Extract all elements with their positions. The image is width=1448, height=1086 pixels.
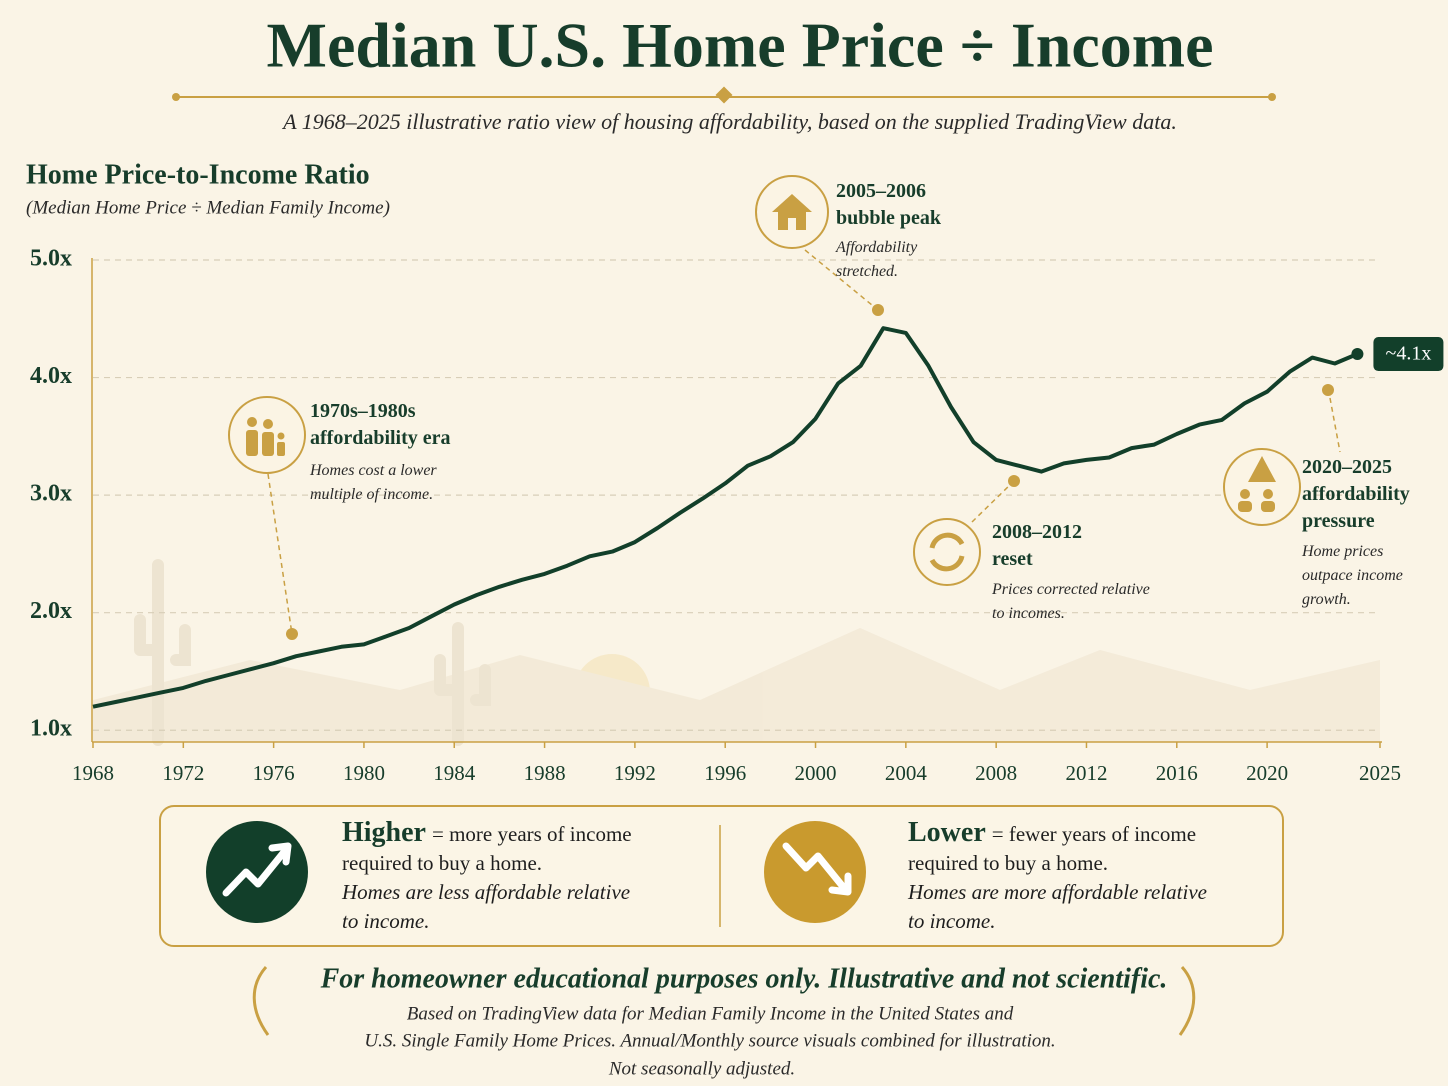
y-tick-label: 3.0x <box>30 481 72 507</box>
y-tick-label: 4.0x <box>30 363 72 389</box>
y-tick-label: 2.0x <box>30 598 72 624</box>
icon-reset <box>913 518 981 586</box>
key-definition: = more years of income required to buy a… <box>342 822 632 875</box>
end-label: ~4.1x <box>1386 343 1432 365</box>
x-tick-label: 1976 <box>253 761 295 785</box>
mountains <box>93 628 1380 742</box>
annotation-icons <box>228 175 1301 586</box>
x-tick-label: 2012 <box>1065 761 1107 785</box>
leader-line <box>1329 397 1341 453</box>
key-definition: = fewer years of income required to buy … <box>908 822 1197 875</box>
chart-title: Median U.S. Home Price ÷ Income <box>267 10 1214 81</box>
x-tick-label: 1968 <box>72 761 114 785</box>
annotation-title: 1970s–1980s affordability era <box>310 400 451 449</box>
y-tick-label: 5.0x <box>30 246 72 272</box>
source-line: Based on TradingView data for Median Fam… <box>407 1003 1014 1024</box>
x-tick-label: 2004 <box>885 761 928 785</box>
y-axis-title: Home Price-to-Income Ratio <box>26 159 370 190</box>
source-line: U.S. Single Family Home Prices. Annual/M… <box>364 1030 1055 1051</box>
annotation-dots <box>286 304 1334 640</box>
laurels <box>252 966 1196 1036</box>
y-axis-subtitle: (Median Home Price ÷ Median Family Incom… <box>26 197 390 218</box>
x-tick-label: 1980 <box>343 761 385 785</box>
laurel-left <box>252 966 270 1036</box>
disclaimer: For homeowner educational purposes only.… <box>320 963 1168 994</box>
key-icon-lower <box>764 821 866 923</box>
annotation-dot <box>1322 384 1334 396</box>
leader-line <box>971 480 1015 523</box>
annotation-title: 2008–2012 reset <box>992 521 1082 570</box>
annotation-title: 2020–2025 affordability pressure <box>1302 456 1410 532</box>
annotation-text: Affordability stretched. <box>836 239 918 280</box>
warning-glyph <box>1248 456 1276 482</box>
annotation-text: Homes cost a lower multiple of income. <box>310 462 437 503</box>
data-line <box>92 326 1359 709</box>
end-label-box <box>1373 337 1444 372</box>
y-tick-label: 1.0x <box>30 716 72 742</box>
key-higher: Higher = more years of income required to… <box>342 818 662 936</box>
x-tick-label: 2020 <box>1246 761 1288 785</box>
source-line: Not seasonally adjusted. <box>608 1058 795 1079</box>
ornament <box>715 86 733 104</box>
annotation-text: Home prices outpace income growth. <box>1302 543 1403 608</box>
family-glyph <box>246 417 285 456</box>
key-lower: Lower = fewer years of income required to… <box>908 818 1228 936</box>
people-glyph <box>1238 489 1275 512</box>
x-tick-label: 2016 <box>1156 761 1198 785</box>
key-term: Higher <box>342 817 426 848</box>
chart-subtitle: A 1968–2025 illustrative ratio view of h… <box>281 109 1177 134</box>
key-definition-line: Lower = fewer years of income required to… <box>908 818 1228 878</box>
x-tick-label: 2000 <box>795 761 837 785</box>
desert-decoration <box>93 559 1380 746</box>
x-tick-label: 1984 <box>433 761 476 785</box>
x-tick-label: 2025 <box>1359 761 1401 785</box>
plot-layer: 1.0x 2.0x 3.0x 4.0x 5.0x 1968 1972 1976 1980 1984… <box>30 246 1401 785</box>
key-note: Homes are more affordable relative to in… <box>908 880 1207 933</box>
key-box <box>159 805 1284 947</box>
annotation-dot <box>286 628 298 640</box>
house-glyph <box>772 194 812 230</box>
key-definition-line: Higher = more years of income required to… <box>342 818 662 878</box>
leader-line <box>804 249 879 311</box>
ornament <box>172 93 180 101</box>
leaders <box>267 249 1341 635</box>
reset-glyph <box>929 532 965 572</box>
cactus <box>134 559 491 746</box>
key-note: Homes are less affordable relative to in… <box>342 880 631 933</box>
key-icon-higher <box>206 821 308 923</box>
annotation-dot <box>1008 475 1020 487</box>
down-arrow <box>782 842 852 896</box>
laurel-right <box>1178 966 1196 1036</box>
leader-line <box>267 473 293 635</box>
ornament <box>1268 93 1276 101</box>
end-point <box>1351 348 1364 361</box>
annotation-dot <box>872 304 884 316</box>
x-tick-label: 1988 <box>524 761 566 785</box>
key-term: Lower <box>908 817 986 848</box>
x-tick-label: 1972 <box>162 761 204 785</box>
x-tick-label: 1992 <box>614 761 656 785</box>
up-arrow <box>222 842 292 897</box>
x-tick-label: 1996 <box>704 761 746 785</box>
annotation-title: 2005–2006 bubble peak <box>836 180 942 229</box>
x-tick-label: 2008 <box>975 761 1017 785</box>
annotation-text: Prices corrected relative to incomes. <box>992 581 1150 622</box>
